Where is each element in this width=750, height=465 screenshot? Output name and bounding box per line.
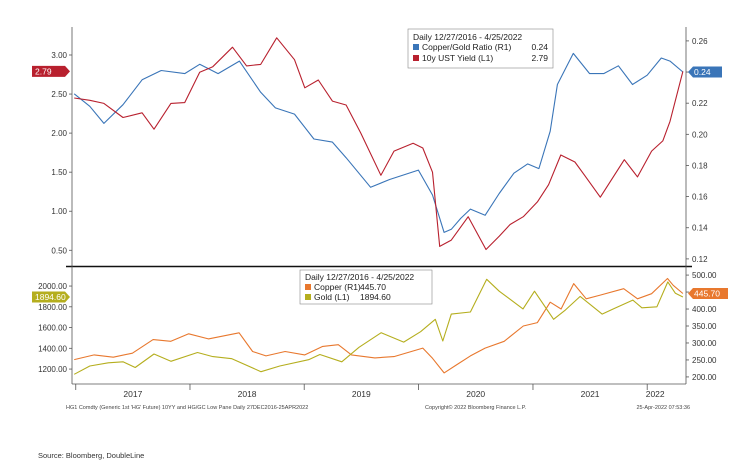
left-tick-label: 2.00 xyxy=(51,129,67,138)
top-panel: 0.501.001.502.002.503.00 0.120.140.160.1… xyxy=(32,27,722,266)
bottom-legend-swatch-copper xyxy=(305,284,311,290)
top-panel-series xyxy=(73,37,684,251)
footer-center: Copyright© 2022 Bloomberg Finance L.P. xyxy=(425,404,527,411)
series-line-gold xyxy=(73,278,684,375)
left-tick-label: 1400.00 xyxy=(38,344,67,353)
left-tick-label: 3.00 xyxy=(51,51,67,60)
bottom-legend-header: Daily 12/27/2016 - 4/25/2022 xyxy=(305,272,414,282)
footer: HG1 Comdty (Generic 1st 'HG' Future) 10Y… xyxy=(66,404,690,411)
right-tick-label: 250.00 xyxy=(692,356,717,365)
footer-right: 25-Apr-2022 07:53:36 xyxy=(636,405,690,411)
right-tick-label: 300.00 xyxy=(692,339,717,348)
last-value-tag-left-label: 2.79 xyxy=(35,66,52,76)
left-tick-label: 0.50 xyxy=(51,246,67,255)
bottom-panel: 1200.00 1400.00 1600.00 1800.00 2000.00 200.… xyxy=(32,266,728,384)
bottom-legend: Daily 12/27/2016 - 4/25/2022 Copper (R1)… xyxy=(299,269,433,305)
right-tick-label: 500.00 xyxy=(692,271,717,280)
x-tick-label-2021: 2021 xyxy=(581,389,600,399)
last-value-tag-right xyxy=(688,288,728,300)
right-tick-label: 400.00 xyxy=(692,305,717,314)
right-tick-label: 0.14 xyxy=(692,224,708,233)
series-line-ust-yield xyxy=(74,37,684,251)
right-tick-label: 350.00 xyxy=(692,322,717,331)
last-value-tag-left xyxy=(32,291,70,303)
top-right-axis-ticks: 0.12 0.14 0.16 0.18 0.20 0.22 0.24 0.26 xyxy=(686,37,708,264)
top-legend-label-copper-gold: Copper/Gold Ratio (R1) xyxy=(422,42,511,52)
bottom-legend-label-gold: Gold (L1) xyxy=(314,292,350,302)
top-legend: Daily 12/27/2016 - 4/25/2022 Copper/Gold… xyxy=(407,28,554,69)
x-tick-label-2019: 2019 xyxy=(352,389,371,399)
bottom-legend-value-copper: 445.70 xyxy=(360,282,386,292)
last-value-tag-left xyxy=(32,65,70,77)
left-tick-label: 1.50 xyxy=(51,168,67,177)
last-value-tag-left-label: 1894.60 xyxy=(35,292,66,302)
source-note: Source: Bloomberg, DoubleLine xyxy=(38,451,145,460)
last-value-tag-right-label: 445.70 xyxy=(694,289,720,299)
top-panel-last-value-tags: 2.79 0.24 xyxy=(32,65,722,78)
right-tick-label: 0.22 xyxy=(692,99,708,108)
right-tick-label: 0.20 xyxy=(692,130,708,139)
left-tick-label: 2.50 xyxy=(51,90,67,99)
right-tick-label: 0.18 xyxy=(692,161,708,170)
bottom-legend-swatch-gold xyxy=(305,294,311,300)
last-value-tag-right xyxy=(688,66,722,78)
bottom-panel-last-value-tags: 1894.60 445.70 xyxy=(32,288,728,303)
top-legend-header: Daily 12/27/2016 - 4/25/2022 xyxy=(413,32,522,42)
bottom-panel-series xyxy=(73,277,684,375)
footer-left: HG1 Comdty (Generic 1st 'HG' Future) 10Y… xyxy=(66,405,308,411)
top-legend-label-ust-yield: 10y UST Yield (L1) xyxy=(422,53,493,63)
left-tick-label: 1800.00 xyxy=(38,303,67,312)
series-line-copper xyxy=(74,277,684,374)
x-tick-label-2017: 2017 xyxy=(123,389,142,399)
x-axis-ticks: 2017 2018 2019 2020 2021 2022 xyxy=(75,384,665,399)
bottom-left-axis-ticks: 1200.00 1400.00 1600.00 1800.00 2000.00 xyxy=(38,282,72,374)
last-value-tag-right-label: 0.24 xyxy=(694,67,711,77)
left-tick-label: 1600.00 xyxy=(38,324,67,333)
left-tick-label: 1.00 xyxy=(51,207,67,216)
x-tick-label-2022: 2022 xyxy=(646,389,665,399)
top-legend-box xyxy=(407,28,554,69)
right-tick-label: 0.26 xyxy=(692,37,708,46)
x-tick-label-2018: 2018 xyxy=(238,389,257,399)
top-legend-value-ust-yield: 2.79 xyxy=(531,53,548,63)
bottom-legend-box xyxy=(299,269,433,305)
top-left-axis-ticks: 0.50 1.00 1.50 2.00 2.50 3.00 xyxy=(51,51,72,255)
left-tick-label: 1200.00 xyxy=(38,365,67,374)
top-legend-swatch-copper-gold xyxy=(413,44,419,50)
top-legend-swatch-ust-yield xyxy=(413,55,419,61)
bottom-legend-label-copper: Copper (R1) xyxy=(314,282,361,292)
right-tick-label: 200.00 xyxy=(692,373,717,382)
series-line-copper-gold-ratio xyxy=(73,52,684,233)
x-tick-label-2020: 2020 xyxy=(466,389,485,399)
right-tick-label: 0.16 xyxy=(692,193,708,202)
bottom-legend-value-gold: 1894.60 xyxy=(360,292,391,302)
x-axis: 2017 2018 2019 2020 2021 2022 xyxy=(72,383,686,399)
top-legend-value-copper-gold: 0.24 xyxy=(531,42,548,52)
right-tick-label: 0.12 xyxy=(692,255,708,264)
left-tick-label: 2000.00 xyxy=(38,282,67,291)
